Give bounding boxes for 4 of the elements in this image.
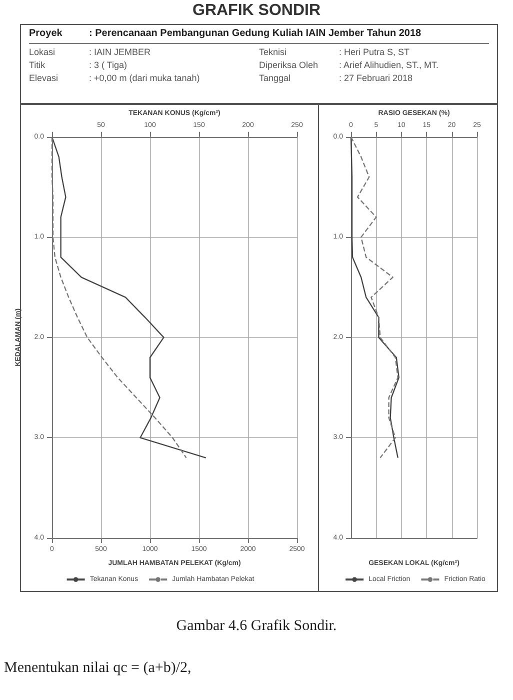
text: Gambar 4.6 Grafik Sondir. [175,618,338,635]
text: Menentukan nilai qc = (a+b)/2, [4,660,192,677]
chart-title: GRAFIK SONDIR [192,2,322,20]
form-frame: Proyek : Perencanaan Pembangunan Gedung Kuliah IAIN Jember Tahun 2018 Lokasi : IAIN JEMBER Teknisi : Heri Putra S, ST Titik : 3 ( Tiga) Diperiksa Oleh : Arief Alihudien, ST., MT. Elevasi : +0,00 m (dari muka tanah) Tanggal : 27 Februari 2018 [20,24,498,104]
